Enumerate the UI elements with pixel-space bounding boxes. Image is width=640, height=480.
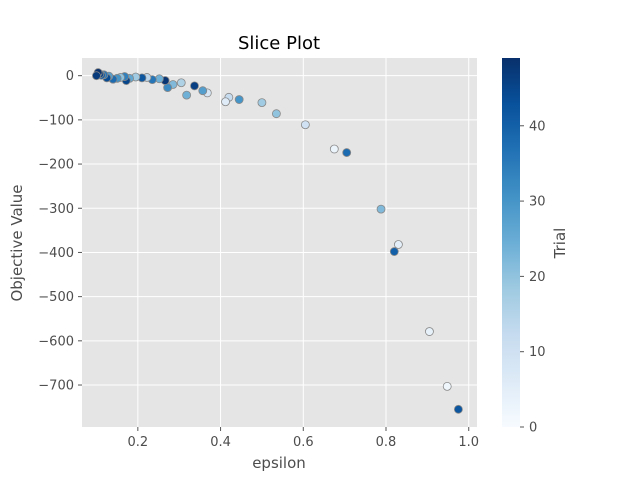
scatter-point: [182, 90, 192, 100]
y-tick-label: −700: [38, 379, 74, 394]
x-axis-label: epsilon: [252, 454, 306, 472]
x-tick-label: 0.6: [293, 435, 314, 450]
scatter-point: [329, 144, 339, 154]
y-tick-label: −300: [38, 202, 74, 217]
colorbar-label: Trial: [551, 228, 569, 260]
colorbar: [502, 58, 520, 427]
scatter-point: [342, 148, 352, 157]
scatter-point: [176, 78, 186, 88]
scatter-point: [198, 86, 208, 96]
colorbar-tick-label: 30: [529, 195, 546, 210]
scatter-point: [442, 381, 452, 391]
grid: [82, 58, 477, 427]
chart-title: Slice Plot: [238, 33, 320, 54]
colorbar-tick-label: 10: [529, 345, 546, 360]
scatter-point: [300, 120, 310, 130]
x-tick-label: 1.0: [458, 435, 479, 450]
scatter-point: [221, 97, 230, 107]
scatter-points: [92, 68, 463, 414]
scatter-point: [234, 95, 244, 104]
y-axis-label: Objective Value: [8, 184, 26, 301]
y-ticks: 0 −100 −200 −300 −400 −500 −600 −700: [38, 69, 82, 394]
scatter-point: [453, 404, 463, 414]
colorbar-ticks: 0 10 20 30 40: [520, 119, 546, 436]
y-tick-label: −400: [38, 246, 74, 261]
scatter-point: [271, 109, 281, 119]
y-tick-label: −600: [38, 334, 74, 349]
colorbar-tick-label: 20: [529, 270, 546, 285]
colorbar-tick-label: 40: [529, 119, 546, 134]
x-tick-label: 0.2: [127, 435, 148, 450]
scatter-point: [92, 71, 101, 81]
x-tick-label: 0.8: [376, 435, 397, 450]
scatter-point: [394, 240, 403, 249]
scatter-point: [389, 247, 399, 256]
y-tick-label: −500: [38, 290, 74, 305]
scatter-point: [376, 204, 386, 214]
y-tick-label: −100: [38, 113, 74, 128]
y-tick-label: −200: [38, 158, 74, 173]
scatter-point: [190, 81, 199, 91]
scatter-point: [425, 327, 434, 336]
y-tick-label: 0: [66, 69, 74, 84]
scatter-point: [257, 98, 267, 108]
x-ticks: 0.2 0.4 0.6 0.8 1.0: [127, 427, 479, 450]
colorbar-tick-label: 0: [529, 421, 537, 436]
x-tick-label: 0.4: [210, 435, 231, 450]
